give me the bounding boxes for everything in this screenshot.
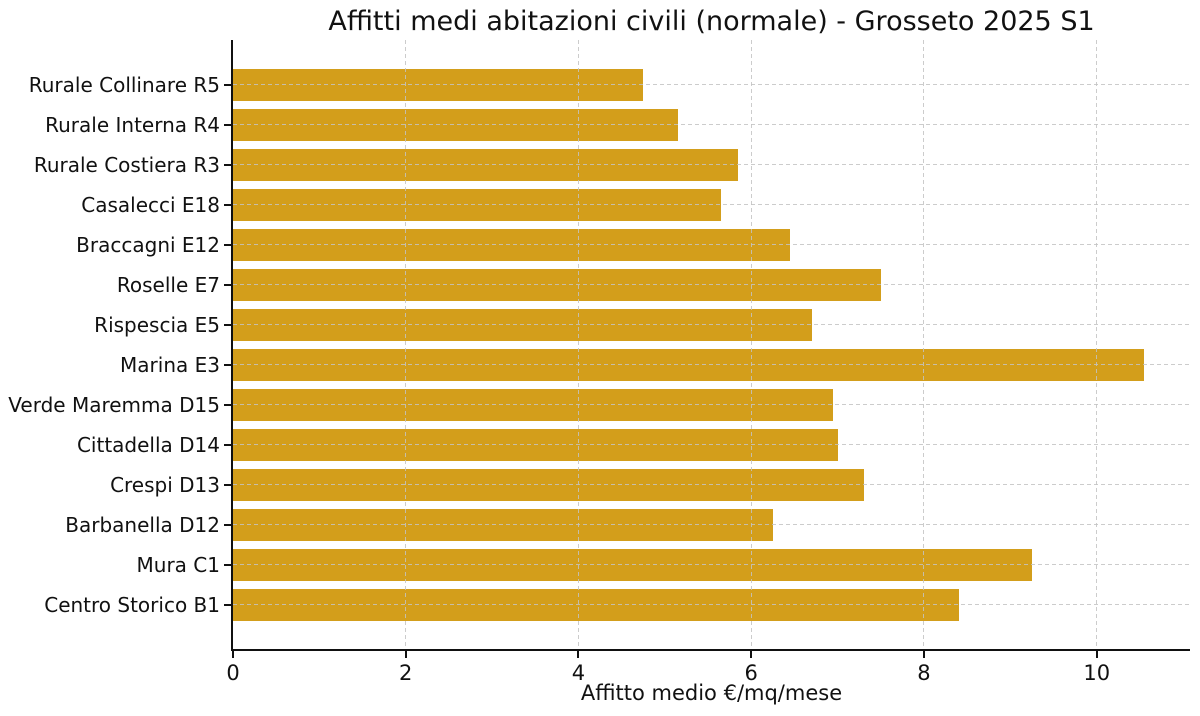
y-tick-mark <box>224 523 231 526</box>
y-tick-mark <box>224 83 231 86</box>
x-tick-mark <box>922 651 925 658</box>
y-tick-mark <box>224 123 231 126</box>
gridline-horizontal <box>233 604 1190 605</box>
y-tick-mark <box>224 443 231 446</box>
gridline-horizontal <box>233 484 1190 485</box>
gridline-horizontal <box>233 404 1190 405</box>
x-tick-label: 6 <box>744 661 758 685</box>
y-tick-mark <box>224 163 231 166</box>
y-tick-mark <box>224 283 231 286</box>
y-tick-label: Marina E3 <box>120 352 220 377</box>
gridline-vertical <box>750 40 752 649</box>
gridline-horizontal <box>233 204 1190 205</box>
y-tick-mark <box>224 483 231 486</box>
y-tick-label: Rispescia E5 <box>94 312 220 337</box>
y-tick-label: Cittadella D14 <box>76 432 220 457</box>
y-tick-label: Centro Storico B1 <box>44 592 220 617</box>
y-tick-label: Roselle E7 <box>116 272 220 297</box>
y-tick-label: Rurale Costiera R3 <box>33 152 220 177</box>
gridline-horizontal <box>233 524 1190 525</box>
gridline-horizontal <box>233 444 1190 445</box>
x-tick-mark <box>750 651 753 658</box>
y-tick-label: Braccagni E12 <box>76 232 220 257</box>
gridline-horizontal <box>233 164 1190 165</box>
x-tick-mark <box>404 651 407 658</box>
x-tick-mark <box>1095 651 1098 658</box>
gridline-horizontal <box>233 564 1190 565</box>
y-tick-label: Verde Maremma D15 <box>8 392 220 417</box>
x-tick-label: 4 <box>571 661 586 685</box>
x-tick-mark <box>232 651 234 658</box>
plot-area: Rurale Collinare R5 Rurale Interna R4 Rura… <box>8 40 1190 685</box>
x-tick-label: 8 <box>917 661 931 685</box>
y-tick-mark <box>224 363 231 366</box>
y-tick-mark <box>224 603 231 606</box>
x-tick-label: 2 <box>399 661 413 685</box>
gridline-vertical <box>923 40 925 649</box>
gridline-horizontal <box>233 244 1190 245</box>
y-axis-line <box>231 40 233 651</box>
gridline-horizontal <box>233 364 1190 365</box>
gridline-horizontal <box>233 84 1190 85</box>
y-tick-mark <box>224 563 231 566</box>
x-axis-label: Affitto medio €/mq/mese <box>580 681 843 705</box>
gridline-horizontal <box>233 284 1190 285</box>
x-tick-mark <box>577 651 580 658</box>
y-tick-label: Crespi D13 <box>110 472 220 497</box>
y-tick-label: Barbanella D12 <box>65 512 220 537</box>
gridline-vertical <box>405 40 407 649</box>
gridline-vertical <box>1096 40 1098 649</box>
y-tick-label: Rurale Collinare R5 <box>28 72 220 97</box>
chart-title: Affitti medi abitazioni civili (normale)… <box>328 6 1095 37</box>
gridline-horizontal <box>233 324 1190 325</box>
y-tick-mark <box>224 243 231 246</box>
x-tick-label: 0 <box>226 661 240 685</box>
gridline-horizontal <box>233 124 1190 125</box>
y-tick-label: Casalecci E18 <box>81 192 220 217</box>
y-tick-label: Mura C1 <box>136 552 220 577</box>
y-tick-mark <box>224 403 231 406</box>
x-axis-line <box>231 649 1190 651</box>
gridline-vertical <box>577 40 579 649</box>
y-tick-mark <box>224 323 231 326</box>
y-tick-mark <box>224 203 231 206</box>
y-tick-label: Rurale Interna R4 <box>45 112 220 137</box>
x-tick-label: 10 <box>1083 661 1111 685</box>
